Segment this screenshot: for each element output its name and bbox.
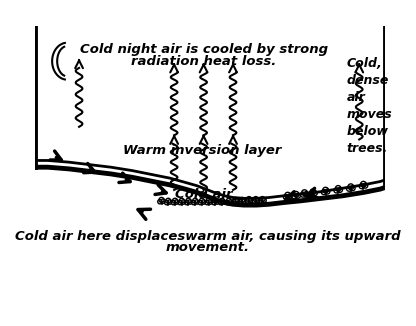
Text: movement.: movement.	[166, 242, 250, 255]
Text: Cold night air is cooled by strong: Cold night air is cooled by strong	[79, 43, 328, 56]
Text: Cold air: Cold air	[175, 188, 232, 200]
Text: Cold air here displaceswarm air, causing its upward: Cold air here displaceswarm air, causing…	[15, 230, 401, 243]
Text: Warm inversion layer: Warm inversion layer	[123, 144, 281, 157]
Text: Cold,
dense
air
moves
below
trees.: Cold, dense air moves below trees.	[347, 57, 392, 155]
Text: radiation heat loss.: radiation heat loss.	[131, 55, 276, 68]
